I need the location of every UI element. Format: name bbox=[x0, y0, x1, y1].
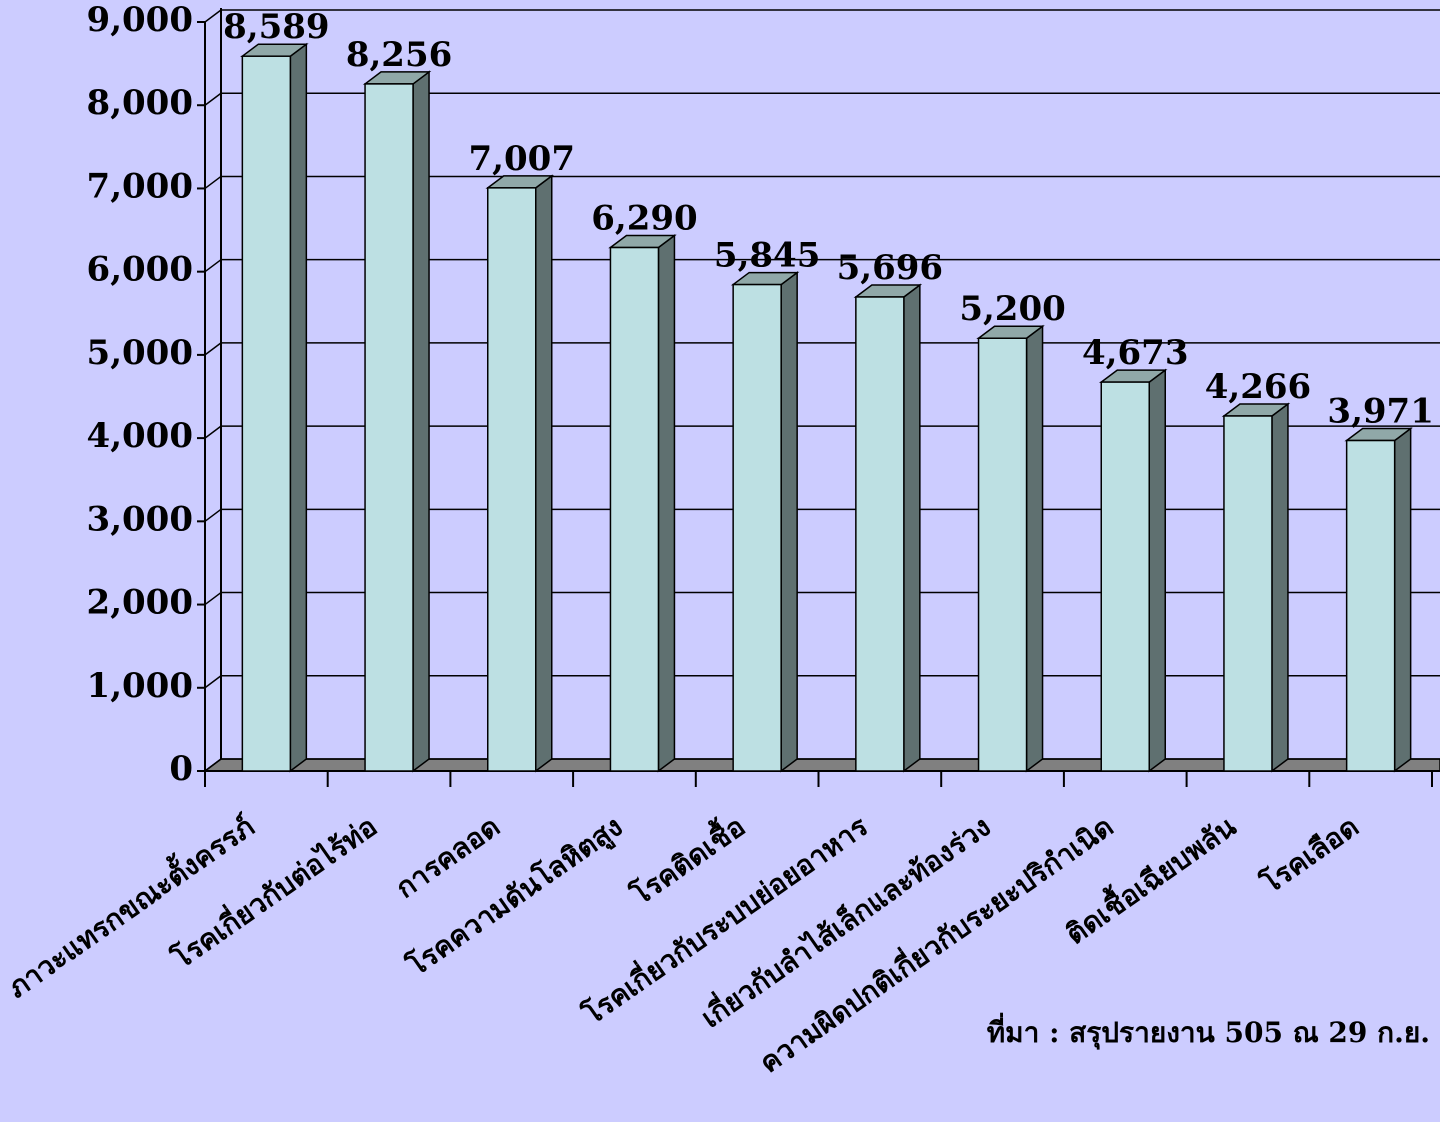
grid-line bbox=[204, 675, 222, 689]
grid-line bbox=[204, 425, 222, 439]
bar bbox=[487, 187, 537, 772]
grid-line bbox=[204, 758, 222, 772]
bar-side bbox=[657, 234, 676, 773]
bar-side bbox=[535, 174, 553, 773]
bar-side bbox=[1393, 427, 1412, 773]
grid-line bbox=[204, 92, 222, 106]
value-label: 5,200 bbox=[959, 289, 1065, 329]
bar bbox=[1223, 415, 1273, 772]
value-label: 8,256 bbox=[346, 35, 452, 75]
bar bbox=[241, 55, 292, 772]
bar-side bbox=[1271, 402, 1289, 773]
grid-line bbox=[204, 9, 222, 23]
bar bbox=[977, 337, 1028, 772]
source-note: ที่มา : สรุปรายงาน 505 ณ 29 ก.ย. bbox=[987, 1012, 1430, 1050]
bar-side bbox=[780, 271, 798, 773]
value-label: 4,266 bbox=[1205, 367, 1311, 407]
bar-side bbox=[412, 70, 430, 773]
y-tick-label: 6,000 bbox=[87, 250, 193, 290]
y-tick-label: 3,000 bbox=[87, 499, 193, 539]
y-tick-label: 7,000 bbox=[87, 166, 193, 206]
y-tick-label: 0 bbox=[169, 749, 193, 789]
y-tick-label: 5,000 bbox=[87, 333, 193, 373]
y-tick-label: 8,000 bbox=[87, 83, 193, 123]
grid-line bbox=[204, 342, 222, 356]
value-label: 6,290 bbox=[591, 199, 697, 239]
bar bbox=[732, 283, 782, 772]
bar bbox=[1100, 381, 1150, 772]
value-label: 4,673 bbox=[1082, 333, 1188, 373]
value-label: 7,007 bbox=[469, 139, 575, 179]
value-label: 8,589 bbox=[223, 7, 329, 47]
bar bbox=[1345, 439, 1396, 772]
bar-side bbox=[1148, 368, 1166, 773]
y-tick-label: 1,000 bbox=[87, 666, 193, 706]
bar bbox=[855, 296, 905, 772]
y-tick-label: 2,000 bbox=[87, 583, 193, 623]
value-label: 5,696 bbox=[837, 248, 943, 288]
grid-line bbox=[204, 591, 222, 606]
grid-line bbox=[204, 508, 222, 522]
bar-side bbox=[1025, 324, 1044, 773]
bar bbox=[609, 246, 660, 772]
bar-side bbox=[903, 283, 921, 773]
value-label: 5,845 bbox=[714, 236, 820, 276]
grid-line bbox=[204, 175, 222, 190]
value-label: 3,971 bbox=[1327, 392, 1433, 432]
bar-side bbox=[289, 42, 308, 773]
y-tick-label: 9,000 bbox=[87, 0, 193, 40]
y-tick-label: 4,000 bbox=[87, 416, 193, 456]
grid-line bbox=[204, 259, 222, 273]
bar bbox=[364, 83, 414, 772]
